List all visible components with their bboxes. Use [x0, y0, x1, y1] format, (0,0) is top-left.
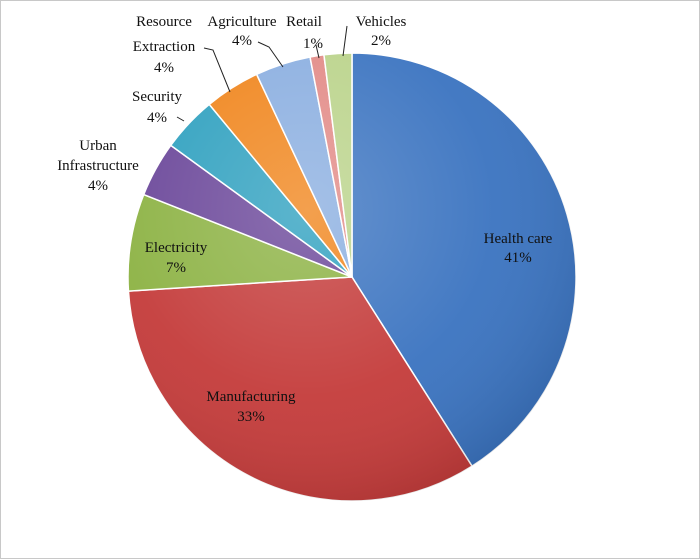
category-label-agriculture: Agriculture — [207, 14, 276, 30]
category-label-security: Security — [132, 89, 182, 105]
leader-line-agriculture — [257, 41, 284, 68]
value-label-health-care: 41% — [504, 250, 532, 266]
data-labels: Health care 41% Manufacturing 33% Electricit… — [57, 14, 553, 425]
leader-line-retail — [315, 44, 320, 59]
category-label-resource-extraction: Extraction — [133, 39, 196, 55]
value-label-security: 4% — [147, 110, 167, 126]
value-label-urban-infrastructure: 4% — [88, 178, 108, 194]
category-label-electricity: Electricity — [145, 240, 208, 256]
category-label-health-care: Health care — [484, 231, 553, 247]
category-label-resource-extraction: Resource — [136, 14, 192, 30]
value-label-agriculture: 4% — [232, 33, 252, 49]
category-label-retail: Retail — [286, 14, 322, 30]
category-label-vehicles: Vehicles — [356, 14, 407, 30]
value-label-vehicles: 2% — [371, 33, 391, 49]
value-label-manufacturing: 33% — [237, 409, 265, 425]
category-label-urban-infrastructure: Urban — [79, 138, 117, 154]
value-label-resource-extraction: 4% — [154, 60, 174, 76]
category-label-manufacturing: Manufacturing — [206, 389, 296, 405]
value-label-electricity: 7% — [166, 260, 186, 276]
category-label-urban-infrastructure: Infrastructure — [57, 158, 139, 174]
leader-line-vehicles — [342, 25, 348, 57]
leader-line-resource-extraction — [203, 47, 231, 93]
leader-lines — [176, 25, 348, 122]
leader-line-security — [176, 116, 185, 122]
value-label-retail: 1% — [303, 36, 323, 52]
pie-slices — [127, 52, 577, 502]
